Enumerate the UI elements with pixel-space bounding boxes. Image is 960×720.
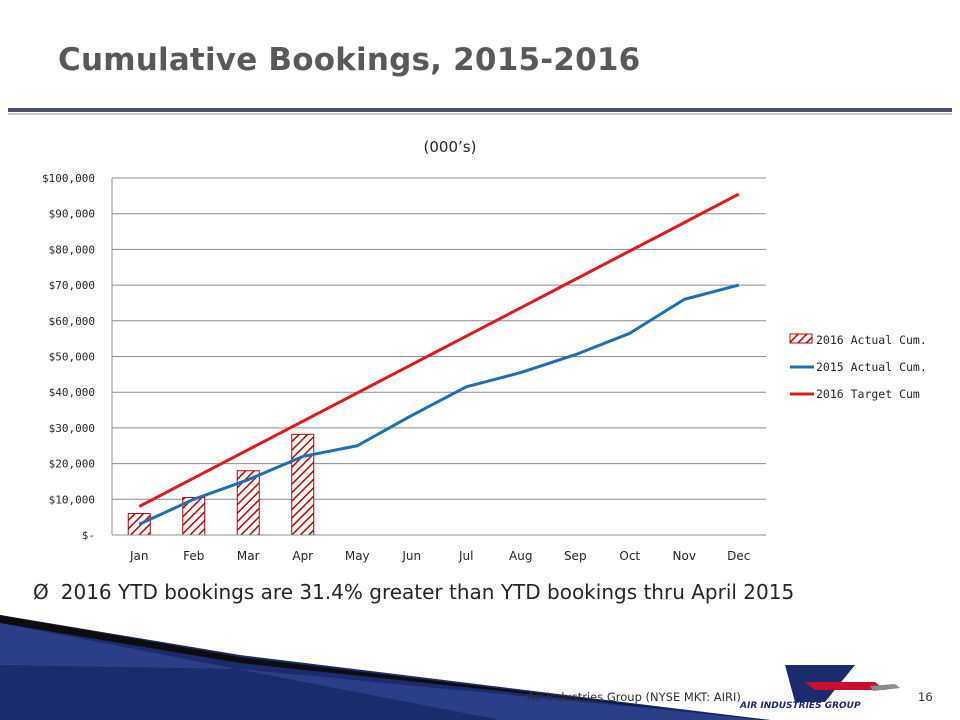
slide-title: Cumulative Bookings, 2015-2016 <box>58 42 641 78</box>
series-line-2016-target-cum <box>138 192 740 508</box>
legend-label: 2016 Actual Cum. <box>816 333 927 347</box>
bar-2016-actual <box>291 433 315 536</box>
x-tick-label: Mar <box>237 549 260 563</box>
y-tick-label: $80,000 <box>49 243 95 256</box>
title-divider-shadow <box>8 113 952 115</box>
x-tick-label: Apr <box>292 549 313 563</box>
x-tick-label: Nov <box>673 549 696 563</box>
y-tick-label: $10,000 <box>49 493 95 506</box>
y-tick-label: $100,000 <box>42 172 95 185</box>
legend-swatch <box>789 333 813 344</box>
y-tick-label: $70,000 <box>49 279 95 292</box>
legend-label: 2016 Target Cum <box>816 387 920 401</box>
x-tick-label: Dec <box>727 549 750 563</box>
x-tick-label: Feb <box>183 549 204 563</box>
cumulative-bookings-chart: (000’s) $- $10,000 $20,000 $30,000 $40,000 $5… <box>42 138 927 563</box>
summary-bullet: Ø 2016 YTD bookings are 31.4% greater tha… <box>33 580 794 604</box>
x-tick-label: Jul <box>458 549 473 563</box>
y-tick-label: $- <box>82 529 95 542</box>
series-line-2015-actual-cum- <box>138 283 740 526</box>
y-tick-label: $40,000 <box>49 386 95 399</box>
x-tick-label: May <box>345 549 370 563</box>
y-tick-label: $60,000 <box>49 315 95 328</box>
y-tick-label: $30,000 <box>49 422 95 435</box>
y-tick-label: $50,000 <box>49 351 95 364</box>
x-tick-label: Oct <box>619 549 640 563</box>
page-number: 16 <box>918 690 933 704</box>
bullet-arrow-icon: Ø <box>33 580 49 604</box>
legend-label: 2015 Actual Cum. <box>816 360 927 374</box>
decorative-swoosh <box>0 615 770 720</box>
company-logo: AIR INDUSTRIES GROUP <box>739 665 900 711</box>
y-tick-label: $90,000 <box>49 208 95 221</box>
chart-title: (000’s) <box>424 138 477 156</box>
footer-company: Air Industries Group (NYSE MKT: AIRI) <box>527 690 741 704</box>
x-tick-label: Jan <box>129 549 149 563</box>
title-divider <box>8 108 952 112</box>
x-tick-label: Sep <box>564 549 587 563</box>
x-tick-label: Aug <box>509 549 532 563</box>
x-tick-label: Jun <box>401 549 421 563</box>
y-tick-label: $20,000 <box>49 458 95 471</box>
logo-text: AIR INDUSTRIES GROUP <box>739 701 861 711</box>
summary-text: 2016 YTD bookings are 31.4% greater than… <box>60 580 795 604</box>
